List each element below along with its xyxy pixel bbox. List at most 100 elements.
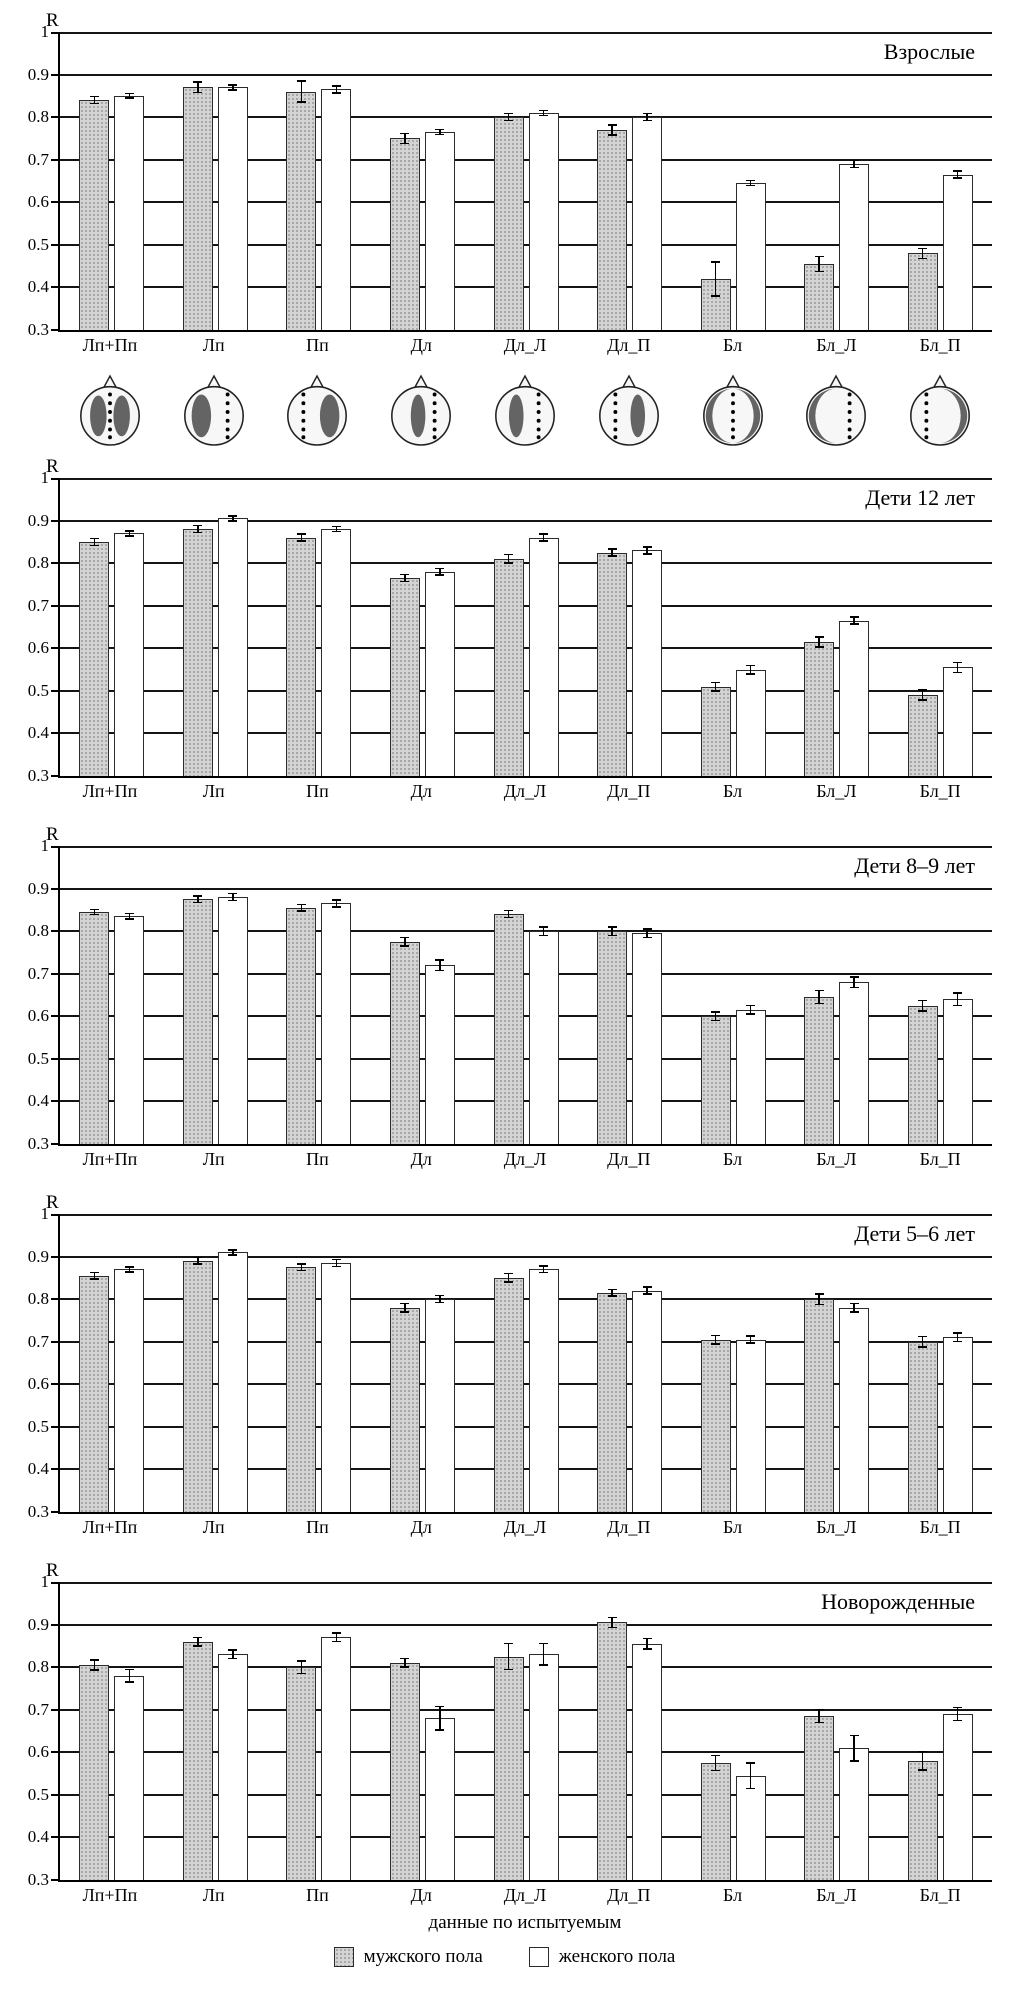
y-tick-labels: 0.3 0.4 0.5 0.6 0.7 0.8 0.9 1 xyxy=(0,1572,58,1889)
error-bar-cap xyxy=(953,1332,963,1334)
y-tick-label: 0.5 xyxy=(27,234,49,254)
bar-female-2 xyxy=(321,1262,352,1512)
error-bar-cap xyxy=(849,623,859,625)
gridline xyxy=(60,1100,992,1103)
x-tick-label-1: Лп xyxy=(202,781,225,801)
bar-male-5 xyxy=(597,931,628,1144)
y-tick-mark xyxy=(51,846,58,848)
error-bar-cap xyxy=(539,114,548,117)
error-bar-cap xyxy=(953,661,963,664)
error-bar-cap xyxy=(228,1254,238,1256)
error-bar xyxy=(335,900,338,907)
x-tick-label-6: Бл xyxy=(723,1885,743,1905)
error-bar-cap xyxy=(89,544,99,546)
error-bar xyxy=(853,1735,855,1761)
electrode-dot xyxy=(225,401,230,406)
error-bar-cap xyxy=(331,1265,341,1268)
error-bar xyxy=(128,1266,131,1272)
error-bar-cap xyxy=(504,1272,513,1275)
bar-female-5 xyxy=(632,550,663,776)
error-bar xyxy=(818,1709,820,1723)
error-bar-cap xyxy=(228,899,238,902)
y-tick-label: 0.6 xyxy=(27,638,49,658)
error-bar-cap xyxy=(331,1258,341,1261)
shaded-region xyxy=(732,388,760,444)
error-bar-cap xyxy=(89,537,99,540)
y-tick-mark xyxy=(51,1255,58,1258)
electrode-dot xyxy=(432,435,437,440)
error-bar-cap xyxy=(193,524,203,527)
error-bar-cap xyxy=(607,1616,617,1619)
error-bar xyxy=(714,682,717,691)
error-bar xyxy=(128,1669,131,1683)
bar-female-1 xyxy=(217,518,248,776)
error-bar xyxy=(335,86,338,93)
error-bar xyxy=(300,534,303,541)
x-tick-label-0: Лп+Пп xyxy=(82,335,138,355)
error-bar xyxy=(93,1659,96,1671)
error-bar-cap xyxy=(400,573,410,576)
chart-panel-children-5-6: R 0.3 0.4 0.5 0.6 0.7 0.8 0.9 1 Дети 5–6 лет Лп… xyxy=(0,1192,1009,1540)
error-bar xyxy=(646,546,648,554)
error-bar-cap xyxy=(539,1642,548,1645)
error-bar-cap xyxy=(918,257,928,260)
electrode-dot xyxy=(613,392,618,397)
bar-male-6 xyxy=(700,1762,731,1880)
error-bar-cap xyxy=(642,1637,652,1640)
y-tick-mark xyxy=(51,158,58,161)
head-outline xyxy=(806,385,867,446)
nose-icon xyxy=(102,374,118,389)
bar-female-4 xyxy=(528,112,559,330)
electrode-dot xyxy=(848,427,852,432)
y-tick-mark xyxy=(51,243,58,246)
error-bar xyxy=(232,893,234,901)
bar-male-5 xyxy=(597,1292,628,1512)
error-bar-cap xyxy=(918,1769,928,1771)
y-tick-mark xyxy=(51,1708,58,1711)
x-tick-label-4: Дл_Л xyxy=(503,1885,547,1905)
bar-male-2 xyxy=(286,91,317,330)
y-tick-mark xyxy=(51,1143,58,1145)
x-axis-title: данные по испытуемым xyxy=(428,1912,622,1933)
x-tick-label-2: Пп xyxy=(306,1517,329,1537)
y-tick-labels: 0.3 0.4 0.5 0.6 0.7 0.8 0.9 1 xyxy=(0,468,58,785)
y-tick-labels: 0.3 0.4 0.5 0.6 0.7 0.8 0.9 1 xyxy=(0,22,58,339)
bar-female-2 xyxy=(321,903,352,1144)
x-tick-labels: Лп+Пп Лп Пп Дл Дл_Л Дл_П Бл Бл_Л Бл_П xyxy=(58,778,992,804)
gridline xyxy=(60,1015,992,1018)
gridline xyxy=(60,1468,992,1471)
bar-male-5 xyxy=(597,129,628,330)
error-bar xyxy=(611,549,613,556)
error-bar-cap xyxy=(296,533,306,535)
error-bar-cap xyxy=(953,177,963,179)
head-icon-cell-4 xyxy=(369,368,473,454)
error-bar xyxy=(300,1660,303,1674)
error-bar xyxy=(232,1249,234,1255)
gridline xyxy=(60,689,992,692)
x-tick-labels: Лп+Пп Лп Пп Дл Дл_Л Дл_П Бл Бл_Л Бл_П xyxy=(58,1882,992,1908)
error-bar xyxy=(646,113,648,121)
y-tick-mark xyxy=(51,519,58,522)
error-bar xyxy=(956,171,959,178)
error-bar-cap xyxy=(814,1303,824,1305)
bar-male-4 xyxy=(493,914,524,1144)
head-montage-icon-9 xyxy=(910,374,971,446)
bar-female-4 xyxy=(528,1654,559,1880)
error-bar xyxy=(197,1257,199,1265)
error-bar-cap xyxy=(642,1293,652,1295)
bar-male-2 xyxy=(286,907,317,1144)
bar-male-6 xyxy=(700,1339,731,1512)
error-bar xyxy=(404,937,406,947)
chart-panel-newborns: R 0.3 0.4 0.5 0.6 0.7 0.8 0.9 1 Новорожденные Л… xyxy=(0,1560,1009,1908)
bar-female-1 xyxy=(217,1654,248,1880)
gridline xyxy=(60,1793,992,1796)
y-tick-label: 0.8 xyxy=(27,107,49,127)
error-bar xyxy=(818,1294,820,1305)
error-bar xyxy=(749,1336,752,1343)
error-bar-cap xyxy=(814,1721,824,1724)
error-bar-cap xyxy=(746,673,756,675)
error-bar xyxy=(128,93,131,98)
gridline xyxy=(60,1751,992,1754)
y-tick-mark xyxy=(51,1623,58,1626)
error-bar-cap xyxy=(849,159,859,162)
